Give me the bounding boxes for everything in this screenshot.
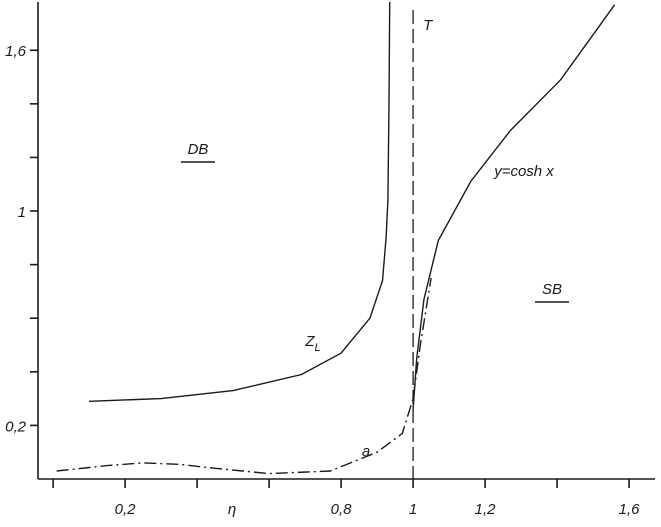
x-tick-label: 0,2 xyxy=(115,501,137,518)
x-tick-label: 1 xyxy=(409,501,417,518)
curve-label: y=cosh x xyxy=(493,163,554,180)
y-tick-label: 1 xyxy=(18,204,26,221)
curve-label-name: Z xyxy=(304,333,315,350)
region-label: SB xyxy=(542,281,562,298)
curve-label-name: a xyxy=(362,443,370,460)
x-tick-label: 1,2 xyxy=(475,501,497,518)
x-tick-label: 0,8 xyxy=(331,501,353,518)
x-axis-label: η xyxy=(228,501,236,518)
curve-label: ZL xyxy=(304,333,320,354)
curve-label: a xyxy=(362,443,370,460)
curve xyxy=(89,1,391,402)
region-label: DB xyxy=(188,141,209,158)
curve xyxy=(56,277,432,475)
curve-label-name: y=cosh x xyxy=(493,163,554,180)
x-tick-label: 1,6 xyxy=(619,501,641,518)
curve-label-subscript: L xyxy=(315,342,321,354)
y-tick-label: 0,2 xyxy=(5,418,27,435)
y-tick-label: 1,6 xyxy=(5,43,27,60)
reference-line-label: T xyxy=(423,17,434,34)
curve xyxy=(412,4,616,410)
